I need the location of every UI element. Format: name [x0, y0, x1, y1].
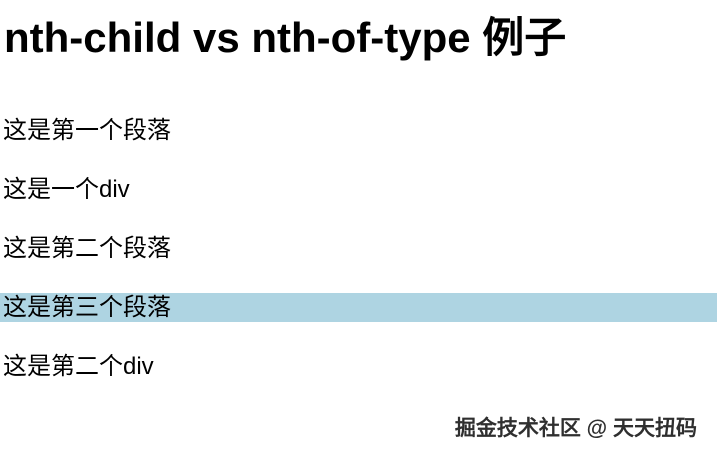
page-title: nth-child vs nth-of-type 例子: [4, 14, 567, 61]
paragraph-third-highlighted: 这是第三个段落: [0, 293, 717, 322]
div-text-first: 这是一个div: [3, 176, 130, 203]
paragraph-second: 这是第二个段落: [3, 235, 171, 262]
div-text-second: 这是第二个div: [3, 353, 154, 380]
paragraph-first: 这是第一个段落: [3, 117, 171, 144]
watermark: 掘金技术社区 @ 天天扭码: [454, 417, 697, 440]
